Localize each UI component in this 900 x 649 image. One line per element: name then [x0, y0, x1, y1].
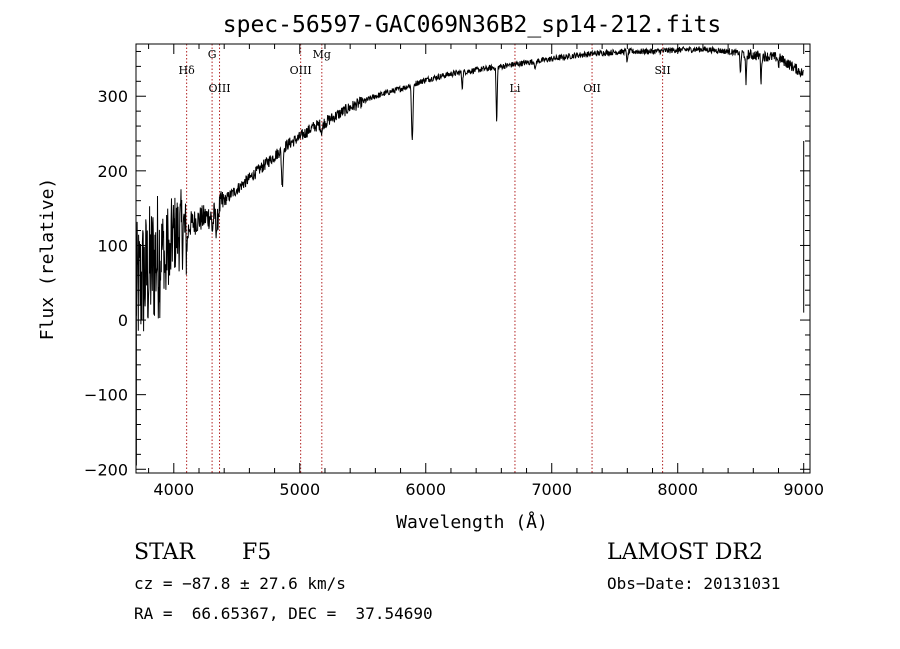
- line-label-1: G: [208, 48, 217, 61]
- line-label-4: Mg: [313, 48, 331, 61]
- chart-title: spec-56597-GAC069N36B2_sp14-212.fits: [223, 12, 722, 38]
- y-tick-label-0: −200: [84, 460, 128, 479]
- object-class: STAR: [134, 540, 195, 565]
- y-axis-label: Flux (relative): [37, 178, 58, 341]
- y-tick-label-5: 300: [97, 87, 128, 106]
- object-subclass: F5: [242, 540, 272, 565]
- x-tick-label-4: 8000: [657, 480, 698, 499]
- x-tick-label-5: 9000: [783, 480, 824, 499]
- spectrum-chart: spec-56597-GAC069N36B2_sp14-212.fits Hδ G…: [37, 12, 824, 533]
- plot-frame: [135, 43, 811, 474]
- spectrum-line: [135, 45, 804, 332]
- x-tick-label-1: 5000: [279, 480, 320, 499]
- line-label-6: OII: [583, 82, 601, 95]
- y-tick-label-2: 0: [118, 311, 128, 330]
- line-label-3: OIII: [290, 64, 312, 77]
- radial-velocity: cz = −87.8 ± 27.6 km/s: [134, 574, 346, 593]
- line-label-0: Hδ: [179, 64, 196, 77]
- x-axis-label: Wavelength (Å): [396, 511, 548, 533]
- line-label-2: OIII: [208, 82, 230, 95]
- x-tick-label-2: 6000: [405, 480, 446, 499]
- y-tick-label-3: 100: [97, 236, 128, 255]
- line-label-7: SII: [654, 64, 670, 77]
- y-tick-label-1: −100: [84, 386, 128, 405]
- coordinates: RA = 66.65367, DEC = 37.54690: [134, 604, 433, 623]
- line-label-5: Li: [510, 82, 521, 95]
- observation-date: Obs−Date: 20131031: [607, 574, 781, 593]
- x-tick-label-0: 4000: [153, 480, 194, 499]
- survey-name: LAMOST DR2: [607, 540, 763, 565]
- y-tick-label-4: 200: [97, 162, 128, 181]
- x-tick-label-3: 7000: [531, 480, 572, 499]
